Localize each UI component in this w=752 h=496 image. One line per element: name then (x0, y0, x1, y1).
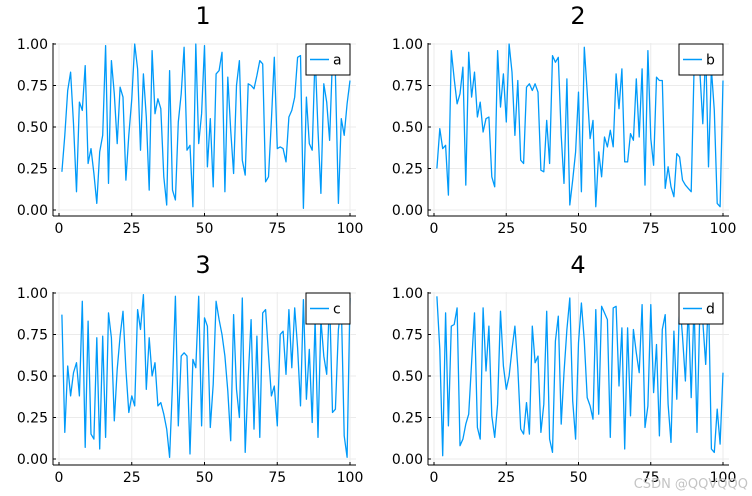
y-tick-label: 1.00 (392, 37, 423, 53)
x-tick-label: 75 (642, 221, 660, 237)
x-tick-label: 75 (268, 470, 286, 486)
x-tick-label: 50 (196, 221, 214, 237)
series-line-c (61, 294, 351, 458)
series-line-a (61, 43, 351, 209)
y-tick-label: 1.00 (17, 286, 48, 302)
y-tick-label: 0.75 (17, 328, 48, 344)
x-tick-label: 50 (570, 470, 588, 486)
legend-label: b (706, 53, 715, 69)
y-tick-label: 1.00 (17, 37, 48, 53)
series-line-b (436, 43, 724, 208)
subplot-1: 0 25 50 75 100 0.00 0.25 0.50 0.75 1.00 1 a (17, 2, 364, 237)
x-tick-label: 50 (196, 470, 214, 486)
subplot-title: 2 (570, 2, 585, 30)
x-tick-label: 50 (570, 221, 588, 237)
x-tick-label: 0 (55, 470, 64, 486)
y-tick-label: 0.50 (17, 120, 48, 136)
y-tick-label: 0.75 (17, 79, 48, 95)
x-tick-label: 100 (337, 470, 364, 486)
subplot-title: 3 (195, 251, 210, 279)
x-tick-label: 25 (497, 221, 515, 237)
subplot-title: 4 (570, 251, 585, 279)
legend-label: d (706, 302, 715, 318)
y-tick-label: 0.50 (392, 369, 423, 385)
y-tick-label: 0.50 (17, 369, 48, 385)
y-tick-label: 0.25 (392, 411, 423, 427)
legend-label: c (333, 302, 341, 318)
x-tick-label: 100 (337, 221, 364, 237)
y-tick-label: 0.50 (392, 120, 423, 136)
x-tick-label: 25 (497, 470, 515, 486)
legend-label: a (333, 53, 342, 69)
x-tick-label: 75 (642, 470, 660, 486)
x-tick-label: 0 (430, 470, 439, 486)
y-tick-label: 0.00 (17, 452, 48, 468)
watermark: CSDN @QQVQQQ (633, 477, 748, 492)
y-tick-label: 0.25 (17, 162, 48, 178)
x-tick-label: 100 (710, 470, 737, 486)
x-tick-label: 100 (710, 221, 737, 237)
x-tick-label: 25 (123, 221, 141, 237)
x-tick-label: 0 (430, 221, 439, 237)
y-tick-label: 1.00 (392, 286, 423, 302)
y-tick-label: 0.00 (392, 203, 423, 219)
subplot-2: 0 25 50 75 100 0.00 0.25 0.50 0.75 1.00 2 b (392, 2, 737, 237)
series-line-d (436, 295, 724, 457)
y-tick-label: 0.25 (17, 411, 48, 427)
y-tick-label: 0.00 (392, 452, 423, 468)
y-tick-label: 0.75 (392, 328, 423, 344)
x-tick-label: 75 (268, 221, 286, 237)
y-tick-label: 0.75 (392, 79, 423, 95)
y-tick-label: 0.00 (17, 203, 48, 219)
subplot-3: 0 25 50 75 100 0.00 0.25 0.50 0.75 1.00 3 c (17, 251, 364, 486)
x-tick-label: 25 (123, 470, 141, 486)
subplot-4: 0 25 50 75 100 0.00 0.25 0.50 0.75 1.00 4 d (392, 251, 737, 486)
x-tick-label: 0 (55, 221, 64, 237)
y-tick-label: 0.25 (392, 162, 423, 178)
subplot-title: 1 (195, 2, 210, 30)
